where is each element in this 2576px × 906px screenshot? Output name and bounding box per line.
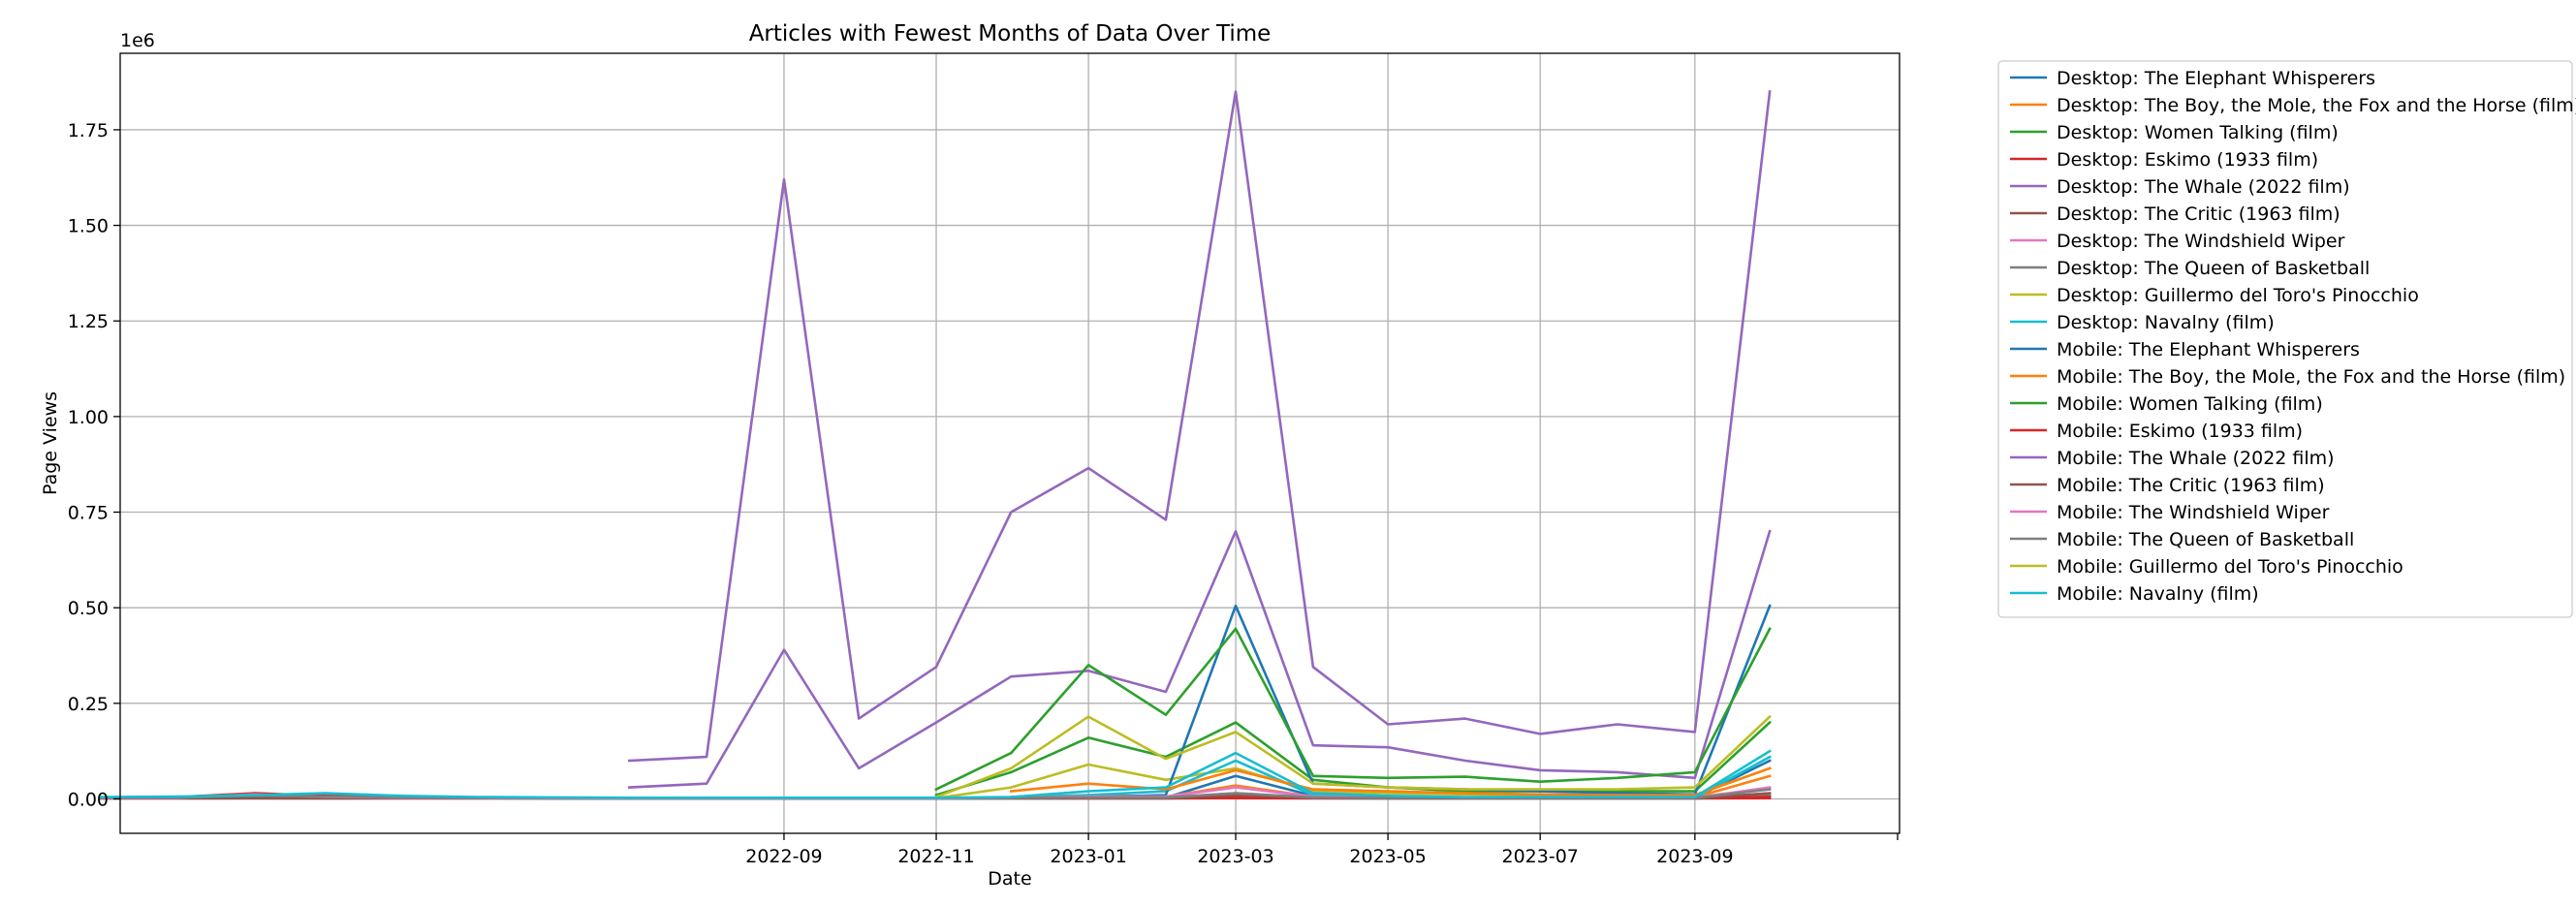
- series-line: [99, 749, 1772, 799]
- y-tick-label: 1.00: [68, 407, 109, 428]
- legend-label: Desktop: The Critic (1963 film): [2057, 203, 2340, 225]
- y-tick-label: 1.50: [68, 216, 109, 237]
- x-tick-label: 2023-01: [1050, 846, 1126, 867]
- legend-label: Mobile: Eskimo (1933 film): [2057, 421, 2303, 442]
- legend-label: Mobile: The Whale (2022 film): [2057, 448, 2335, 469]
- y-tick-label: 0.50: [68, 598, 109, 619]
- y-axis-title: Page Views: [40, 391, 61, 495]
- y-tick-label: 0.25: [68, 694, 109, 715]
- legend-label: Desktop: The Queen of Basketball: [2057, 258, 2370, 279]
- legend-box: [1997, 60, 2573, 618]
- legend-label: Desktop: The Windshield Wiper: [2057, 231, 2345, 252]
- legend-label: Desktop: Women Talking (film): [2057, 122, 2339, 143]
- legend-label: Desktop: The Boy, the Mole, the Fox and …: [2057, 95, 2576, 116]
- x-axis-title: Date: [988, 868, 1031, 890]
- series-line: [934, 720, 1772, 797]
- legend-label: Desktop: Eskimo (1933 film): [2057, 149, 2318, 171]
- legend-label: Mobile: The Boy, the Mole, the Fox and t…: [2057, 366, 2565, 388]
- legend-label: Mobile: Navalny (film): [2057, 583, 2259, 605]
- legend-label: Desktop: The Whale (2022 film): [2057, 176, 2350, 198]
- x-tick-label: 2023-07: [1501, 846, 1578, 867]
- legend-label: Mobile: The Elephant Whisperers: [2057, 339, 2360, 360]
- legend-label: Desktop: The Elephant Whisperers: [2057, 68, 2375, 89]
- plot-frame: [119, 52, 1901, 834]
- axis-ticks: 2022-09 2022-11 2023-01 2023-03 2023-05 2023-…: [68, 120, 1899, 867]
- x-tick-label: 2022-09: [745, 846, 822, 867]
- x-tick-label: 2023-05: [1349, 846, 1426, 867]
- y-tick-label: 1.75: [68, 120, 109, 141]
- legend-label: Desktop: Navalny (film): [2057, 312, 2275, 333]
- series-line: [934, 714, 1772, 799]
- legend-label: Mobile: The Windshield Wiper: [2057, 502, 2330, 523]
- series-line: [627, 529, 1772, 789]
- y-tick-label: 1.25: [68, 311, 109, 332]
- x-tick-label: 2023-09: [1656, 846, 1733, 867]
- plot-lines: [99, 90, 1772, 800]
- legend: Desktop: The Elephant Whisperers Desktop:…: [1997, 60, 2576, 618]
- y-axis-offset-label: 1e6: [120, 30, 155, 51]
- chart-title: Articles with Fewest Months of Data Over…: [749, 21, 1272, 47]
- legend-label: Mobile: Women Talking (film): [2057, 393, 2323, 415]
- y-tick-label: 0.00: [68, 789, 109, 810]
- series-line: [627, 90, 1772, 763]
- legend-label: Mobile: The Critic (1963 film): [2057, 475, 2325, 496]
- legend-label: Desktop: Guillermo del Toro's Pinocchio: [2057, 285, 2419, 306]
- x-tick-label: 2022-11: [897, 846, 974, 867]
- x-tick-label: 2023-03: [1197, 846, 1273, 867]
- legend-label: Mobile: Guillermo del Toro's Pinocchio: [2057, 556, 2403, 578]
- series-line: [934, 627, 1772, 792]
- legend-label: Mobile: The Queen of Basketball: [2057, 529, 2354, 550]
- y-tick-label: 0.75: [68, 503, 109, 524]
